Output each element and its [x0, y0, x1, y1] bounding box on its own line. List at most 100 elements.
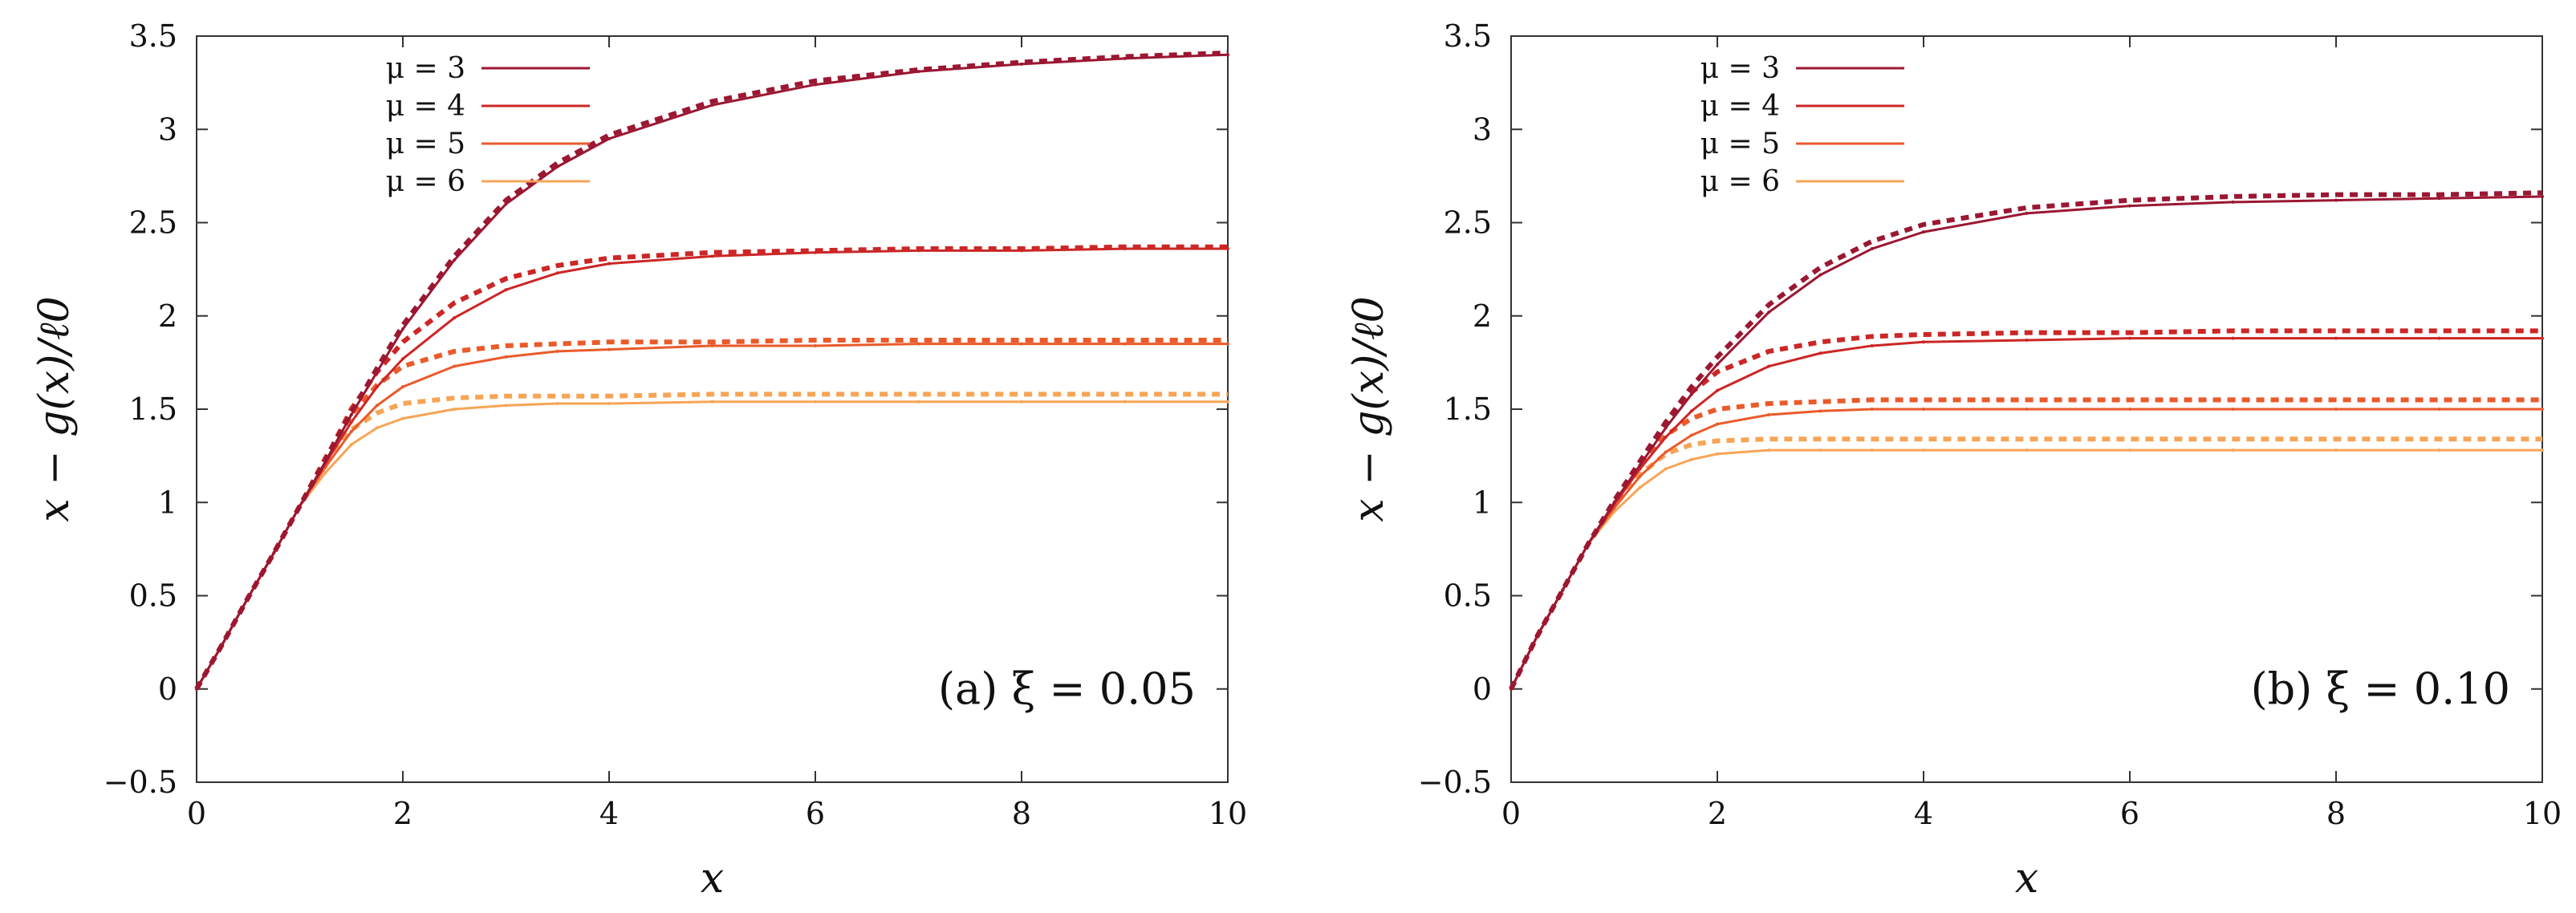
data-point	[555, 349, 559, 353]
series-line-solid	[1509, 337, 2542, 690]
y-tick-label: 2.5	[1444, 205, 1492, 241]
data-point	[1767, 364, 1771, 368]
data-point	[1587, 542, 1591, 546]
x-tick-label: 2	[393, 796, 412, 831]
data-point	[1664, 467, 1668, 471]
data-point	[1689, 409, 1693, 413]
x-tick-label: 4	[1914, 796, 1933, 831]
data-point	[401, 327, 404, 331]
data-point	[349, 429, 353, 433]
panel-label: (a) ξ = 0.05	[938, 663, 1196, 714]
series-line-dashed	[1509, 190, 2543, 691]
series-line-solid	[195, 247, 1228, 690]
data-point	[349, 420, 353, 424]
data-point	[1870, 343, 1874, 347]
y-tick-label: 1.5	[1444, 392, 1492, 427]
data-point	[814, 250, 817, 254]
data-point	[1020, 342, 1023, 346]
data-point	[916, 400, 920, 404]
data-point	[453, 364, 457, 368]
data-point	[2437, 197, 2441, 201]
data-point	[1818, 273, 1822, 277]
legend-label: μ = 4	[386, 90, 465, 123]
data-point	[504, 202, 508, 206]
data-point	[1870, 408, 1874, 411]
data-point	[2231, 336, 2235, 340]
x-tick-label: 4	[599, 796, 619, 831]
data-point	[2128, 408, 2131, 411]
x-axis-title: x	[701, 854, 724, 903]
y-tick-label: 1	[1473, 485, 1492, 520]
legend-label: μ = 3	[386, 52, 465, 85]
data-point	[555, 164, 559, 168]
data-point	[1716, 452, 1719, 456]
data-point	[2541, 194, 2544, 198]
y-tick-label: 0	[158, 672, 177, 707]
series-line-dashed	[1509, 436, 2542, 691]
y-tick-label: 2	[1473, 298, 1492, 334]
legend-label: μ = 5	[386, 128, 465, 160]
data-point	[2334, 198, 2338, 202]
data-point	[1226, 400, 1229, 404]
data-point	[1123, 342, 1127, 346]
data-point	[2334, 336, 2338, 340]
data-point	[401, 357, 404, 361]
data-point	[349, 443, 353, 447]
data-point	[1226, 53, 1229, 57]
data-point	[246, 595, 250, 599]
x-tick-label: 0	[187, 796, 206, 831]
x-tick-label: 6	[806, 796, 825, 831]
x-tick-label: 2	[1708, 796, 1727, 831]
data-point	[1716, 422, 1719, 426]
data-point	[607, 347, 611, 351]
legend-label: μ = 6	[1700, 165, 1780, 198]
data-point	[1020, 400, 1023, 404]
data-point	[1716, 388, 1719, 392]
data-point	[1870, 448, 1874, 452]
data-point	[2231, 200, 2235, 204]
data-point	[916, 70, 920, 74]
y-axis-title: x − g(x)/ℓ0	[1345, 296, 1393, 521]
data-point	[2541, 408, 2544, 411]
x-tick-label: 10	[2523, 796, 2562, 831]
data-point	[2334, 448, 2338, 452]
panel-a: −0.5 0 0.5 1 1.5 2 2.5 3 3.5 0 2 4 6 8 10 x x − g(x)/ℓ0 μ…	[30, 18, 1247, 903]
y-tick-label: 1	[158, 485, 177, 520]
data-point	[710, 343, 714, 347]
y-tick-label: 3	[1473, 112, 1492, 147]
series-line-dashed	[194, 392, 1228, 691]
data-point	[1689, 457, 1693, 461]
legend: μ = 3 μ = 4 μ = 5 μ = 6	[1700, 52, 1904, 198]
data-point	[2437, 448, 2441, 452]
data-point	[1922, 448, 1925, 452]
data-point	[814, 83, 817, 87]
data-point	[504, 404, 508, 408]
series-mu-5	[1509, 397, 2544, 691]
series-line-dashed	[194, 244, 1228, 691]
legend-label: μ = 5	[1700, 128, 1780, 160]
data-point	[2025, 338, 2029, 342]
data-point	[1922, 408, 1925, 411]
series-mu-4	[194, 244, 1229, 691]
data-point	[1818, 351, 1822, 355]
data-point	[323, 471, 327, 475]
data-point	[1226, 342, 1229, 346]
data-point	[814, 343, 817, 347]
series-line-dashed	[194, 50, 1229, 691]
data-point	[2128, 204, 2131, 208]
data-point	[1123, 247, 1127, 251]
legend-label: μ = 3	[1700, 52, 1780, 85]
x-tick-label: 0	[1501, 796, 1521, 831]
data-point	[2334, 408, 2338, 411]
data-point	[814, 400, 817, 404]
data-point	[375, 426, 379, 430]
y-tick-label: 1.5	[129, 392, 177, 427]
data-point	[607, 402, 611, 406]
data-point	[1638, 485, 1642, 489]
data-point	[2025, 408, 2029, 411]
legend-label: μ = 6	[386, 165, 465, 198]
data-point	[1226, 247, 1229, 251]
data-point	[1020, 62, 1023, 66]
data-point	[221, 642, 225, 646]
